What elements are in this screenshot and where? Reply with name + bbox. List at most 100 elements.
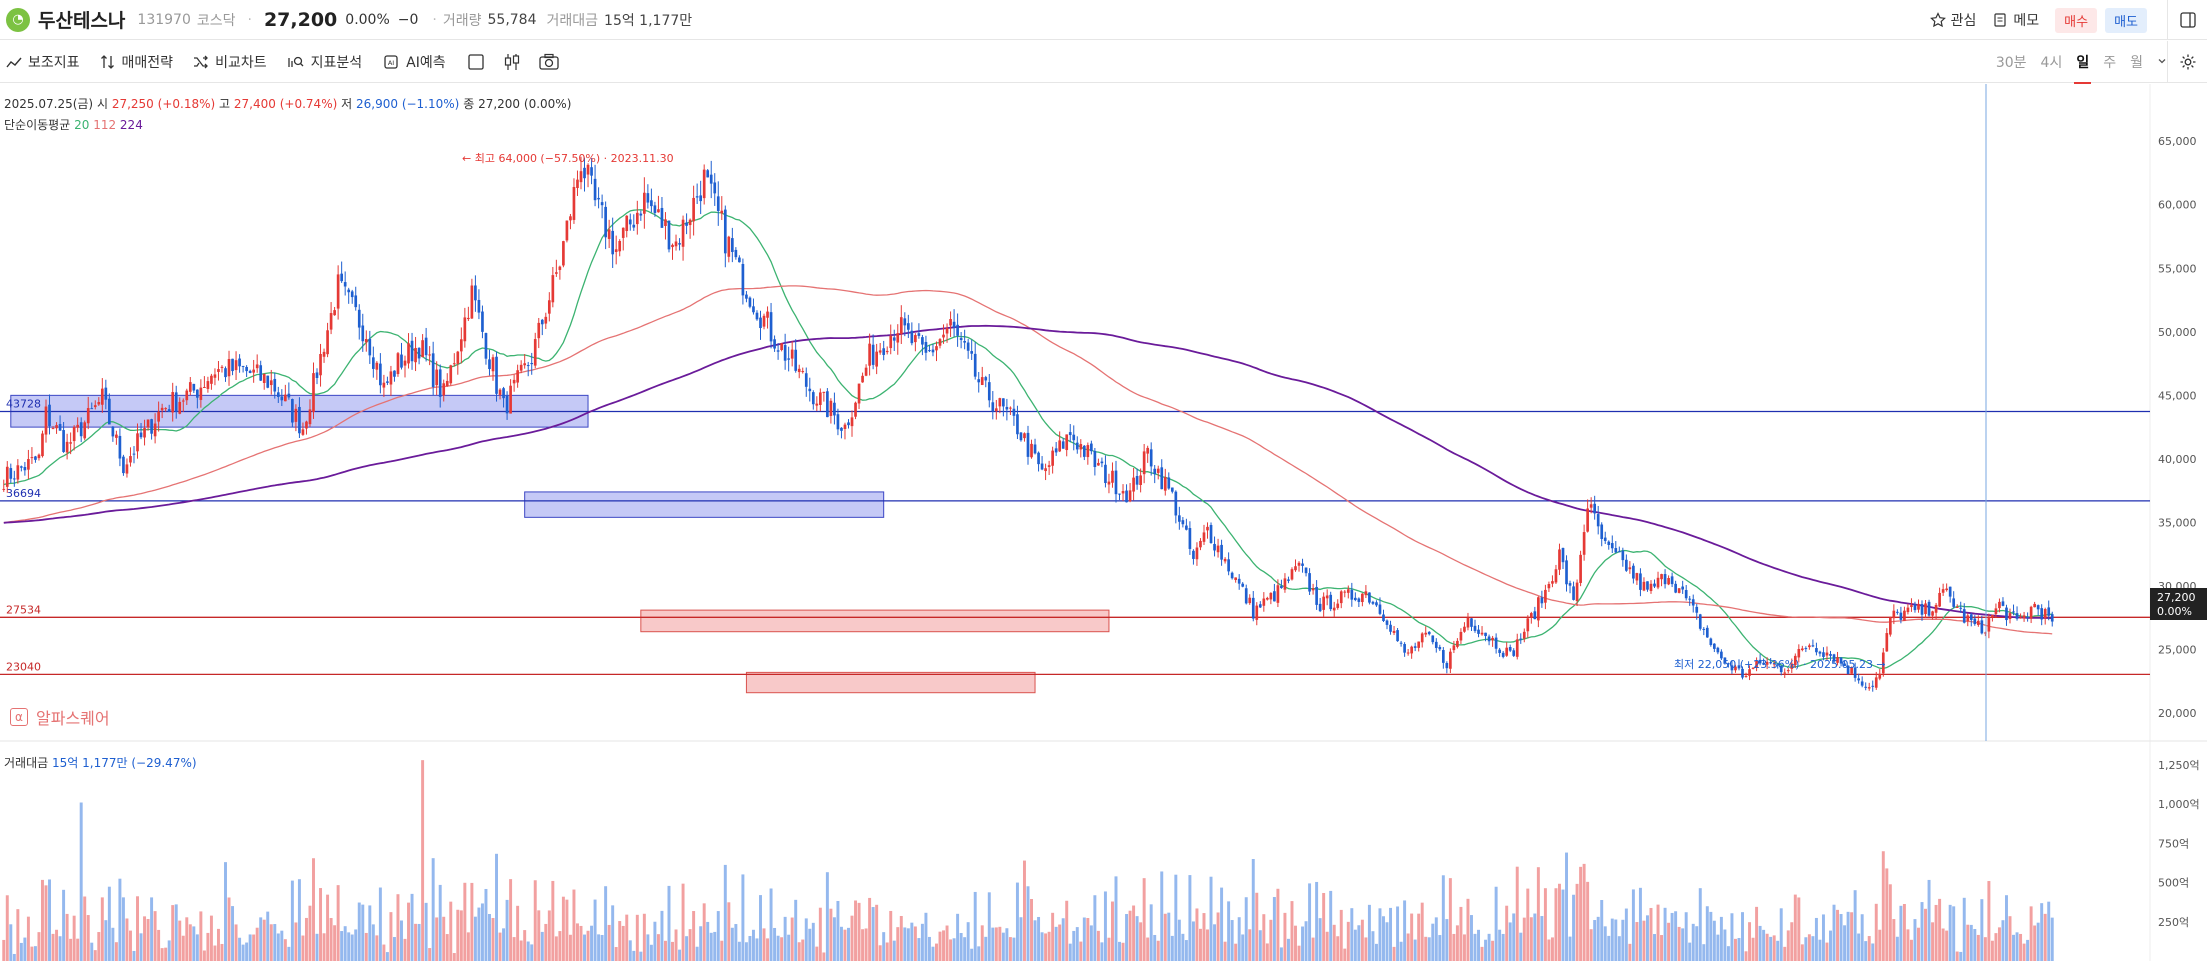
- candle-body: [1276, 585, 1280, 603]
- ma-legend[interactable]: 단순이동평균 20 112 224: [4, 116, 143, 133]
- candle-body: [509, 385, 512, 414]
- candle-body: [547, 300, 551, 314]
- volume-bar: [241, 944, 245, 961]
- volume-bar: [128, 930, 132, 961]
- volume-bar: [248, 934, 252, 961]
- volume-bar: [1860, 914, 1864, 961]
- candle-body: [245, 366, 248, 372]
- compare-chart-button[interactable]: 비교차트: [193, 52, 267, 72]
- candle-body: [980, 377, 984, 386]
- volume-bar: [1089, 925, 1093, 961]
- volume-bar: [818, 907, 822, 961]
- chart-settings-button[interactable]: [2167, 41, 2207, 83]
- period-week[interactable]: 주: [2103, 55, 2117, 71]
- indicator-button[interactable]: 보조지표: [6, 52, 80, 72]
- candle-body: [1501, 652, 1505, 657]
- candle-body: [847, 422, 850, 426]
- candle-body: [2036, 605, 2040, 610]
- candle-body: [1262, 598, 1266, 606]
- candle-body: [1589, 504, 1593, 508]
- volume-bar: [1040, 932, 1044, 961]
- sell-button[interactable]: 매도: [2105, 7, 2147, 33]
- stock-name[interactable]: 두산테스나: [38, 10, 126, 32]
- candle-body: [171, 392, 175, 413]
- volume-bar: [1153, 934, 1157, 961]
- candle-body: [1427, 631, 1431, 635]
- volume-bar: [547, 910, 551, 961]
- volume-bar: [421, 760, 425, 961]
- price-chart[interactable]: 43728 36694 27534 23040 65,000 60,000 55,000 5…: [0, 84, 2207, 961]
- support-zone: [640, 609, 1110, 633]
- candle-body: [12, 478, 16, 480]
- indicator-label: 보조지표: [28, 54, 80, 71]
- candle-body: [1012, 408, 1016, 416]
- ai-predict-button[interactable]: AI AI예측: [382, 52, 446, 72]
- volume-bar: [512, 937, 516, 961]
- period-dropdown-button[interactable]: [2157, 54, 2167, 70]
- candle-body: [780, 343, 783, 351]
- candle-body: [1227, 559, 1230, 572]
- volume-bar: [931, 946, 935, 961]
- volume-bar: [449, 901, 453, 961]
- volume-bar: [1941, 928, 1945, 961]
- volume-bar: [1015, 882, 1019, 961]
- period-4hour[interactable]: 4시: [2040, 55, 2063, 71]
- period-30min[interactable]: 30분: [1995, 55, 2027, 71]
- square-tool-button[interactable]: [466, 52, 486, 72]
- candle-body: [1248, 597, 1252, 604]
- volume-bar: [875, 904, 879, 961]
- volume-bar: [604, 886, 608, 961]
- candle-body: [122, 456, 125, 474]
- volume-bar: [1251, 858, 1255, 961]
- volume-bar: [350, 934, 354, 961]
- candle-body: [51, 428, 55, 430]
- candle-body: [2029, 606, 2033, 619]
- volume-bar: [153, 911, 157, 961]
- chart-toolbar: 보조지표 매매전략 비교차트 지표분석 AI AI예측: [0, 41, 2207, 83]
- analysis-button[interactable]: 지표분석: [287, 52, 362, 72]
- volume-bar: [1656, 904, 1660, 961]
- volume-bar: [1554, 888, 1558, 961]
- volume-bar: [1209, 876, 1213, 961]
- volume-bar: [1301, 926, 1305, 961]
- candle-body: [354, 295, 358, 308]
- candle-body: [329, 313, 333, 330]
- screenshot-button[interactable]: [538, 52, 560, 72]
- candle-type-button[interactable]: [502, 52, 522, 72]
- candle-body: [1178, 515, 1181, 522]
- volume-tick-label: 250억: [2158, 916, 2189, 929]
- volume-bar: [1934, 904, 1938, 961]
- buy-button[interactable]: 매수: [2055, 7, 2098, 33]
- period-month[interactable]: 월: [2130, 55, 2143, 71]
- candle-body: [2022, 615, 2026, 619]
- watch-button[interactable]: 관심: [1929, 10, 1976, 30]
- volume-bar: [1624, 908, 1628, 961]
- volume-bar: [1973, 929, 1977, 961]
- memo-button[interactable]: 메모: [1992, 10, 2039, 30]
- volume-bar: [1994, 933, 1998, 961]
- candle-body: [1445, 662, 1449, 669]
- trade-strategy-button[interactable]: 매매전략: [100, 52, 173, 72]
- candle-body: [2019, 617, 2022, 619]
- candle-body: [1924, 603, 1927, 615]
- candle-body: [2050, 614, 2054, 622]
- candle-body: [833, 402, 836, 416]
- ai-predict-label: AI예측: [406, 54, 446, 71]
- volume-bar: [202, 950, 206, 961]
- candle-body: [403, 360, 407, 366]
- volume-bar: [1466, 898, 1470, 961]
- layout-toggle-button[interactable]: [2167, 0, 2207, 40]
- volume-bar: [1061, 918, 1065, 961]
- candle-body: [797, 368, 801, 373]
- candle-body: [1723, 657, 1727, 663]
- volume-bar: [1322, 892, 1326, 961]
- candle-body: [37, 454, 41, 459]
- candle-body: [69, 442, 72, 444]
- period-day[interactable]: 일: [2074, 52, 2092, 84]
- candle-body: [481, 311, 484, 332]
- volume-bar: [1769, 936, 1773, 961]
- volume-bar: [977, 946, 981, 961]
- candle-body: [1938, 592, 1941, 607]
- candle-body: [653, 205, 657, 213]
- annotations-layer: ← 최고 64,000 (−57.50%) · 2023.11.30 최저 22,…: [462, 152, 1886, 671]
